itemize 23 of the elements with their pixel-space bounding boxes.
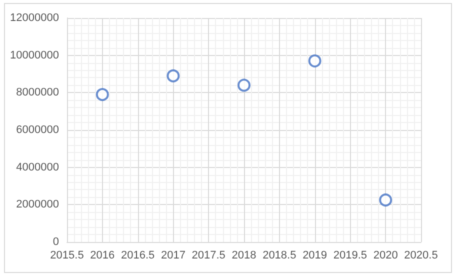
y-tick-label: 6000000 [16,124,59,136]
x-tick-label: 2019.5 [333,250,368,262]
y-tick-label: 8000000 [16,86,59,99]
x-tick-label: 2015.5 [50,250,84,262]
x-tick-label: 2018.5 [262,250,296,262]
x-tick-label: 2018 [232,250,256,262]
point [238,78,250,92]
x-tick-label: 2017.5 [192,250,226,262]
point [96,88,109,102]
point [379,194,392,206]
point [166,69,180,82]
y-tick-label: 4000000 [16,161,59,174]
x-tick-label: 2016 [90,250,115,262]
x-tick-label: 2020 [373,250,398,262]
x-tick-label: 2016.5 [120,250,155,262]
x-tick-label: 2019 [302,250,328,262]
y-tick-label: 2000000 [16,198,59,211]
y-tick-label: 0 [52,236,59,248]
x-tick-label: 2020.5 [404,250,438,262]
y-tick-label: 12000000 [10,12,59,24]
y-tick-label: 10000000 [10,49,59,62]
x-tick-label: 2017 [160,250,186,262]
point [308,54,322,68]
